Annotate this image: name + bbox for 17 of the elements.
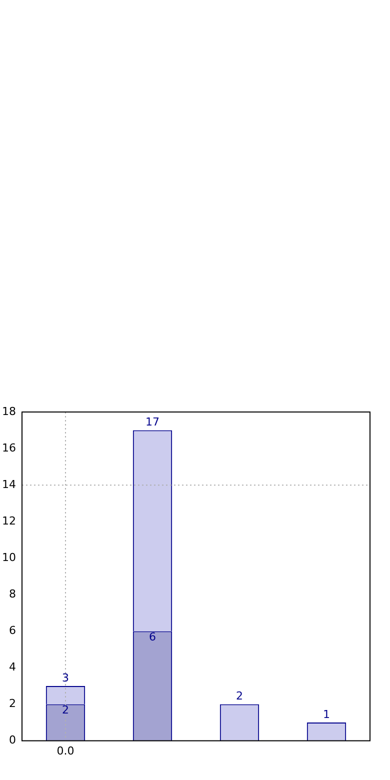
y-tick-label: 12 [2, 514, 16, 528]
y-tick-label: 2 [8, 697, 16, 710]
x-tick-label: 0.0 [56, 744, 74, 758]
data-label: 6 [149, 630, 156, 644]
y-tick-label: 4 [8, 660, 16, 674]
y-tick-label: 16 [2, 441, 16, 454]
y-tick-label: 0 [8, 734, 16, 747]
data-label: 2 [62, 704, 69, 717]
y-tick-label: 8 [8, 588, 16, 601]
y-tick-label: 14 [2, 478, 16, 491]
total-label: 2 [236, 690, 243, 703]
y-tick-label: 6 [8, 624, 16, 638]
total-label: 17 [146, 416, 160, 429]
y-tick-label: 18 [2, 404, 16, 418]
total-label: 1 [323, 708, 330, 721]
y-tick-label: 10 [2, 550, 16, 564]
total-label: 3 [62, 671, 69, 684]
